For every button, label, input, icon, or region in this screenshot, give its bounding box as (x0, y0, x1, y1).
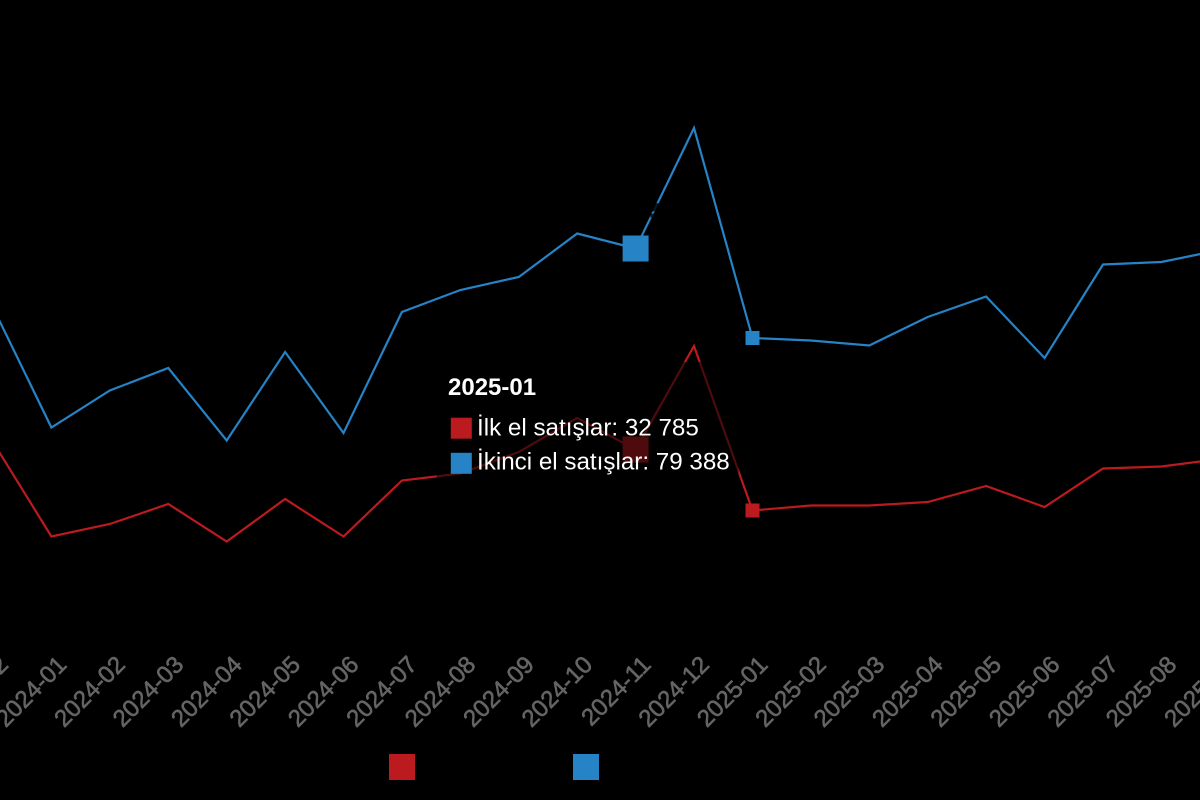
svg-text:İlk el satışlar: 32 785: İlk el satışlar: 32 785 (477, 415, 699, 442)
svg-text:İkinci el satışlar: 79 388: İkinci el satışlar: 79 388 (477, 449, 730, 476)
svg-text:2025-01: 2025-01 (448, 374, 536, 401)
